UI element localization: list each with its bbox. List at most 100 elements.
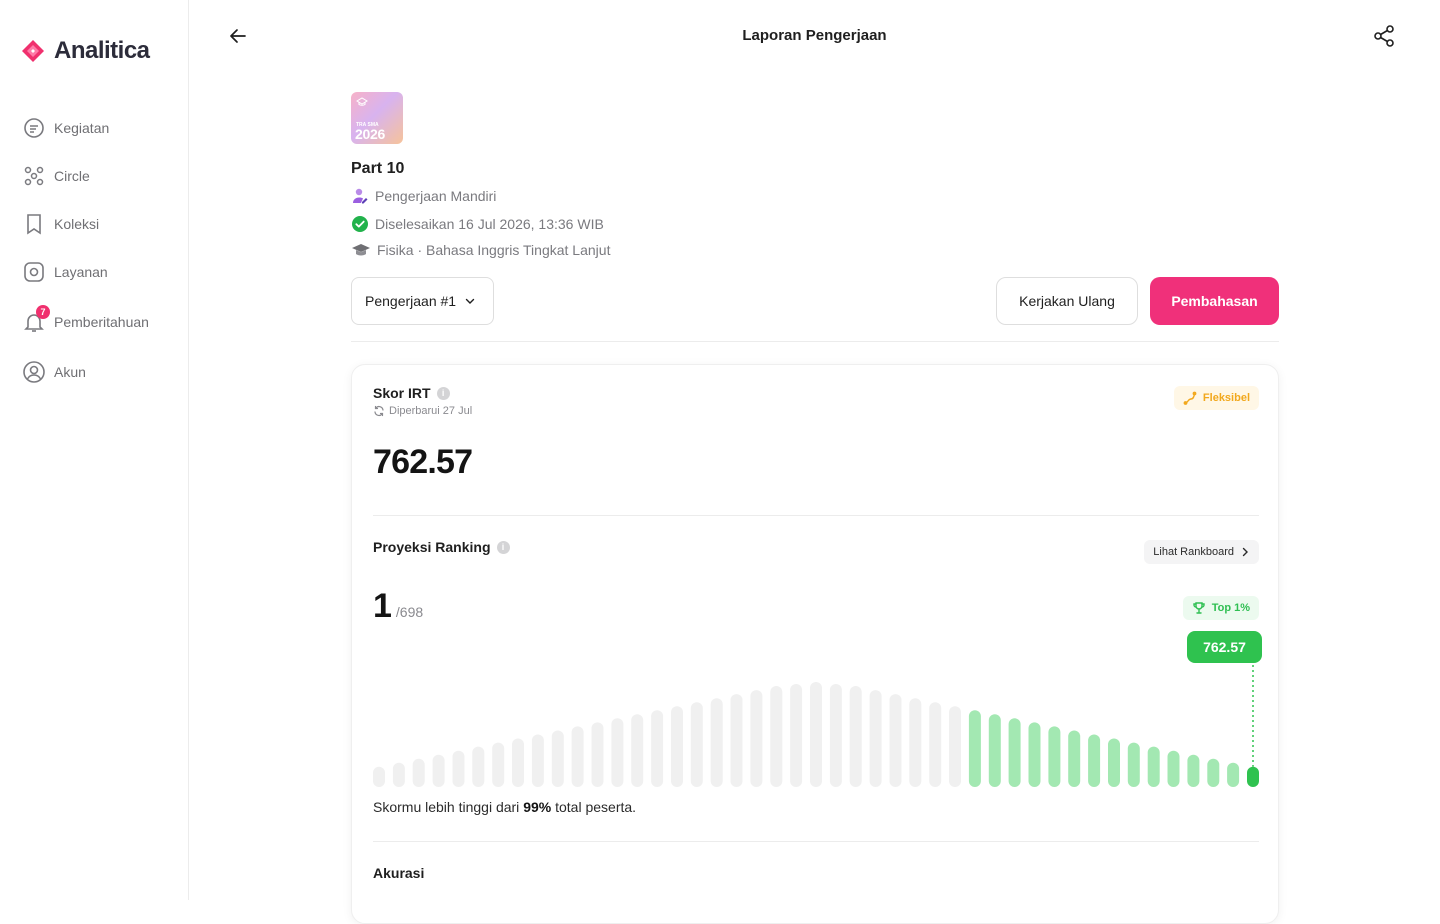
chevron-down-icon bbox=[465, 298, 475, 304]
sidebar-item-koleksi[interactable]: Koleksi bbox=[22, 208, 182, 240]
chart-bar bbox=[869, 690, 882, 787]
exam-mode-label: Pengerjaan Mandiri bbox=[375, 187, 497, 204]
accuracy-title-label: Akurasi bbox=[373, 865, 425, 881]
chart-bar bbox=[909, 698, 922, 787]
rank-total: /698 bbox=[395, 604, 424, 620]
page-title: Laporan Pengerjaan bbox=[742, 27, 887, 44]
back-button[interactable] bbox=[226, 24, 250, 48]
thumbnail-year: 2026 bbox=[355, 126, 385, 142]
chart-bar bbox=[929, 702, 942, 787]
top-percent-badge: Top 1% bbox=[1182, 596, 1259, 620]
chart-bar bbox=[829, 684, 842, 787]
chart-bar bbox=[1227, 762, 1240, 787]
rankboard-button[interactable]: Lihat Rankboard bbox=[1144, 540, 1259, 564]
redo-button[interactable]: Kerjakan Ulang bbox=[996, 277, 1138, 325]
chart-bar bbox=[1068, 730, 1081, 787]
review-button[interactable]: Pembahasan bbox=[1150, 277, 1279, 325]
graduation-cap-icon bbox=[356, 97, 368, 106]
sidebar-item-kegiatan[interactable]: Kegiatan bbox=[22, 112, 182, 144]
irt-updated: Diperbarui 27 Jul bbox=[373, 405, 472, 417]
chevron-right-icon bbox=[1242, 547, 1248, 557]
chart-bar bbox=[571, 726, 584, 787]
analitica-logo-icon bbox=[22, 40, 44, 62]
chart-bar bbox=[1187, 754, 1200, 787]
chart-bar bbox=[690, 702, 703, 787]
sidebar-item-circle[interactable]: Circle bbox=[22, 160, 182, 192]
rankboard-button-label: Lihat Rankboard bbox=[1153, 546, 1234, 558]
attempt-dropdown-value: Pengerjaan #1 bbox=[365, 293, 457, 309]
chart-bar bbox=[392, 762, 405, 787]
summary-text-before: Skormu lebih tinggi dari bbox=[373, 799, 524, 815]
bell-icon: 7 bbox=[22, 305, 50, 334]
arrow-left-icon bbox=[230, 29, 246, 43]
exam-subjects-label: Fisika · Bahasa Inggris Tingkat Lanjut bbox=[377, 241, 611, 258]
activity-icon bbox=[22, 116, 46, 140]
chart-bar bbox=[651, 710, 664, 787]
flexible-badge: Fleksibel bbox=[1173, 386, 1259, 410]
flexible-icon bbox=[1183, 391, 1197, 405]
chart-bar bbox=[770, 686, 783, 787]
circle-group-icon bbox=[22, 164, 46, 188]
share-button[interactable] bbox=[1372, 24, 1396, 48]
irt-updated-label: Diperbarui 27 Jul bbox=[389, 405, 473, 417]
sidebar-item-label: Akun bbox=[54, 364, 86, 380]
irt-title: Skor IRT i bbox=[373, 385, 450, 401]
chart-bar bbox=[1048, 726, 1061, 787]
sidebar-item-label: Circle bbox=[54, 168, 90, 184]
chart-bar bbox=[512, 738, 524, 787]
info-icon[interactable]: i bbox=[436, 386, 450, 400]
chart-bar bbox=[671, 706, 683, 787]
sidebar-item-layanan[interactable]: Layanan bbox=[22, 256, 182, 288]
chart-bar bbox=[790, 684, 803, 787]
rank-value: 1 /698 bbox=[373, 587, 423, 626]
chart-bar bbox=[1147, 746, 1160, 787]
chart-bar bbox=[611, 718, 624, 787]
bookmark-icon bbox=[22, 212, 46, 236]
ranking-title: Proyeksi Ranking i bbox=[373, 539, 510, 555]
chart-bar bbox=[531, 734, 544, 787]
check-circle-icon bbox=[352, 215, 368, 232]
chart-bar bbox=[1127, 742, 1140, 787]
chart-bar bbox=[710, 698, 723, 787]
compass-icon bbox=[22, 260, 46, 284]
score-distribution-chart bbox=[373, 665, 1259, 787]
exam-title: Part 10 bbox=[351, 160, 405, 177]
sidebar-item-pemberitahuan[interactable]: 7 Pemberitahuan bbox=[22, 304, 182, 340]
chart-bar-current-score bbox=[1247, 766, 1259, 787]
chart-bar bbox=[750, 690, 763, 787]
ranking-summary: Skormu lebih tinggi dari 99% total peser… bbox=[373, 799, 636, 815]
thumbnail-caption: TRA SMA bbox=[356, 122, 379, 128]
summary-text-after: total peserta. bbox=[551, 799, 637, 815]
chart-bar bbox=[949, 706, 961, 787]
notification-badge: 7 bbox=[36, 305, 50, 319]
graduation-cap-icon bbox=[352, 243, 370, 255]
sidebar-nav: Kegiatan Circle Koleksi Layanan 7 Pe bbox=[22, 112, 182, 404]
chart-bar bbox=[730, 694, 743, 787]
rank-number: 1 bbox=[373, 587, 392, 625]
irt-title-label: Skor IRT bbox=[373, 385, 431, 401]
chart-bar bbox=[1008, 718, 1021, 787]
exam-completed-label: Diselesaikan 16 Jul 2026, 13:36 WIB bbox=[375, 215, 604, 232]
user-pen-icon bbox=[353, 188, 368, 203]
sidebar-item-label: Pemberitahuan bbox=[54, 314, 149, 330]
sidebar-item-akun[interactable]: Akun bbox=[22, 356, 182, 388]
action-row: Pengerjaan #1 Kerjakan Ulang Pembahasan bbox=[351, 277, 1279, 325]
report-content: TRA SMA 2026 Part 10 Pengerjaan Mandiri … bbox=[351, 92, 1279, 342]
user-circle-icon bbox=[22, 360, 46, 384]
chart-bar bbox=[889, 694, 902, 787]
info-icon[interactable]: i bbox=[496, 540, 510, 554]
chart-bar bbox=[1028, 722, 1041, 787]
divider bbox=[373, 841, 1259, 842]
refresh-icon bbox=[374, 405, 384, 417]
chart-bar bbox=[1207, 758, 1220, 787]
chart-bar bbox=[631, 714, 644, 787]
top-percent-label: Top 1% bbox=[1211, 602, 1250, 614]
score-marker-label: 762.57 bbox=[1187, 631, 1262, 663]
sidebar-item-label: Koleksi bbox=[54, 216, 100, 232]
app-logo[interactable]: Analitica bbox=[18, 36, 150, 66]
attempt-dropdown[interactable]: Pengerjaan #1 bbox=[351, 277, 494, 325]
chart-bar bbox=[472, 746, 485, 787]
chart-bar bbox=[591, 722, 604, 787]
chart-bar bbox=[1108, 738, 1120, 787]
chart-bar bbox=[1088, 734, 1101, 787]
